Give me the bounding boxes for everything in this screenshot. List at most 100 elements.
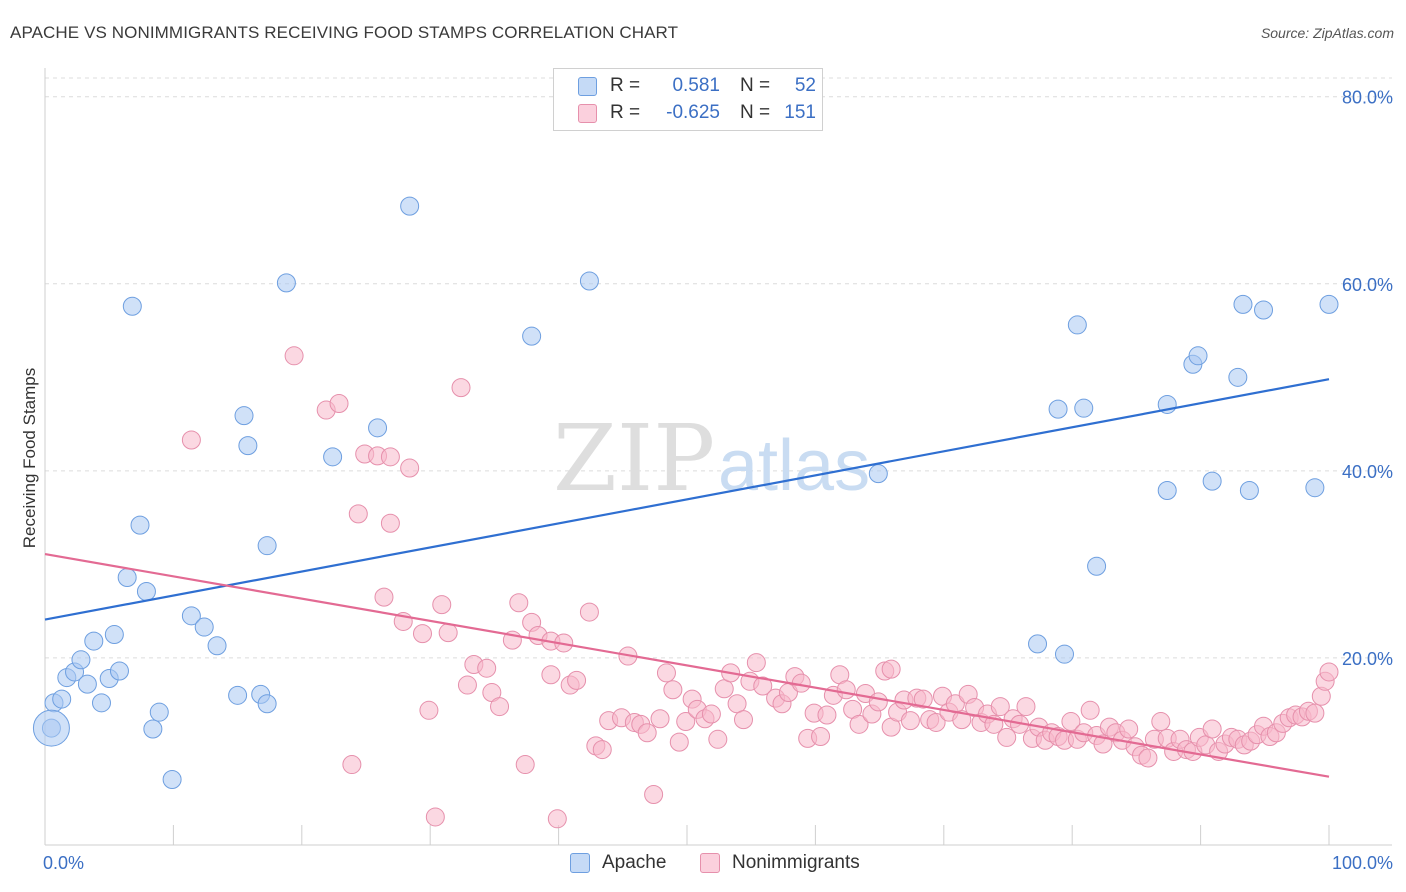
data-point <box>348 504 368 524</box>
data-point <box>1239 480 1259 500</box>
data-point <box>419 700 439 720</box>
legend-n-value: 52 <box>794 75 816 96</box>
trend-line-apache <box>44 378 1330 621</box>
correlation-legend: R = 0.581 N = 52 R = -0.625 N = 151 <box>553 68 823 131</box>
data-point <box>1054 644 1074 664</box>
legend-r-label: R = <box>610 102 641 123</box>
data-point <box>412 624 432 644</box>
data-point <box>1319 662 1339 682</box>
data-point <box>329 394 349 414</box>
data-point <box>1087 556 1107 576</box>
data-point <box>1048 399 1068 419</box>
data-point <box>91 693 111 713</box>
data-point <box>701 704 721 724</box>
data-point <box>181 430 201 450</box>
data-point <box>490 697 510 717</box>
legend-row-apache: R = 0.581 N = 52 <box>578 74 816 98</box>
watermark-atlas: atlas <box>718 426 870 506</box>
data-point <box>1202 471 1222 491</box>
data-point <box>637 723 657 743</box>
series-legend: Apache Nonimmigrants <box>0 852 1406 878</box>
data-point <box>149 702 169 722</box>
data-point <box>522 326 542 346</box>
data-point <box>1228 367 1248 387</box>
data-point <box>368 418 388 438</box>
trend-lines <box>44 378 1330 778</box>
data-point <box>727 694 747 714</box>
data-point <box>234 406 254 426</box>
data-point <box>380 513 400 533</box>
tick-labels: 20.0% 40.0% 60.0% 80.0% 0.0% 100.0% <box>43 88 1393 873</box>
y-tick-label: 40.0% <box>1342 462 1393 482</box>
data-points <box>32 196 1339 829</box>
legend-row-nonimmigrants: R = -0.625 N = 151 <box>578 101 816 125</box>
data-point <box>425 807 445 827</box>
legend-item-nonimmigrants[interactable]: Nonimmigrants <box>700 852 860 874</box>
watermark: ZIP atlas <box>553 405 870 512</box>
legend-swatch-apache <box>578 76 597 96</box>
data-point <box>817 705 837 725</box>
data-point <box>849 714 869 734</box>
data-point <box>1305 478 1325 498</box>
data-point <box>181 606 201 626</box>
data-point <box>400 196 420 216</box>
data-point <box>400 458 420 478</box>
data-point <box>1119 719 1139 739</box>
data-point <box>122 296 142 316</box>
data-point <box>868 692 888 712</box>
data-point <box>676 712 696 732</box>
data-point <box>811 726 831 746</box>
data-point <box>1254 300 1274 320</box>
data-point <box>547 809 567 829</box>
data-point <box>71 650 91 670</box>
data-point <box>644 784 664 804</box>
data-point <box>1157 480 1177 500</box>
data-point <box>868 464 888 484</box>
data-point <box>541 665 561 685</box>
data-point <box>207 636 227 656</box>
data-point <box>1151 712 1171 732</box>
legend-item-apache[interactable]: Apache <box>570 852 666 874</box>
data-point <box>509 593 529 613</box>
legend-label-apache: Apache <box>602 852 667 873</box>
series-nonimmigrants <box>181 346 1339 829</box>
data-point <box>1028 634 1048 654</box>
data-point <box>579 602 599 622</box>
x-tick-label: 0.0% <box>43 853 84 873</box>
data-point <box>130 515 150 535</box>
data-point <box>257 694 277 714</box>
data-point <box>1233 294 1253 314</box>
data-point <box>515 755 535 775</box>
data-point <box>477 658 497 678</box>
data-point <box>284 346 304 366</box>
data-point <box>228 685 248 705</box>
data-point <box>380 447 400 467</box>
data-point <box>276 273 296 293</box>
legend-r-label: R = <box>610 75 641 96</box>
data-point <box>926 712 946 732</box>
data-point <box>109 661 129 681</box>
data-point <box>1202 719 1222 739</box>
data-point <box>708 729 728 749</box>
legend-swatch-apache <box>570 853 590 873</box>
legend-n-value: 151 <box>784 102 816 123</box>
data-point <box>52 689 72 709</box>
data-point <box>900 711 920 731</box>
data-point <box>1188 346 1208 366</box>
data-point <box>162 770 182 790</box>
legend-r-value: 0.581 <box>672 75 720 96</box>
data-point <box>104 625 124 645</box>
watermark-zip: ZIP <box>553 405 715 512</box>
data-point <box>1305 703 1325 723</box>
y-tick-label: 20.0% <box>1342 649 1393 669</box>
data-point <box>457 675 477 695</box>
data-point <box>136 582 156 602</box>
data-point <box>84 631 104 651</box>
data-point <box>990 697 1010 717</box>
data-point <box>567 670 587 690</box>
data-point <box>1074 398 1094 418</box>
data-point <box>656 663 676 683</box>
data-point <box>913 689 933 709</box>
data-point <box>194 617 214 637</box>
